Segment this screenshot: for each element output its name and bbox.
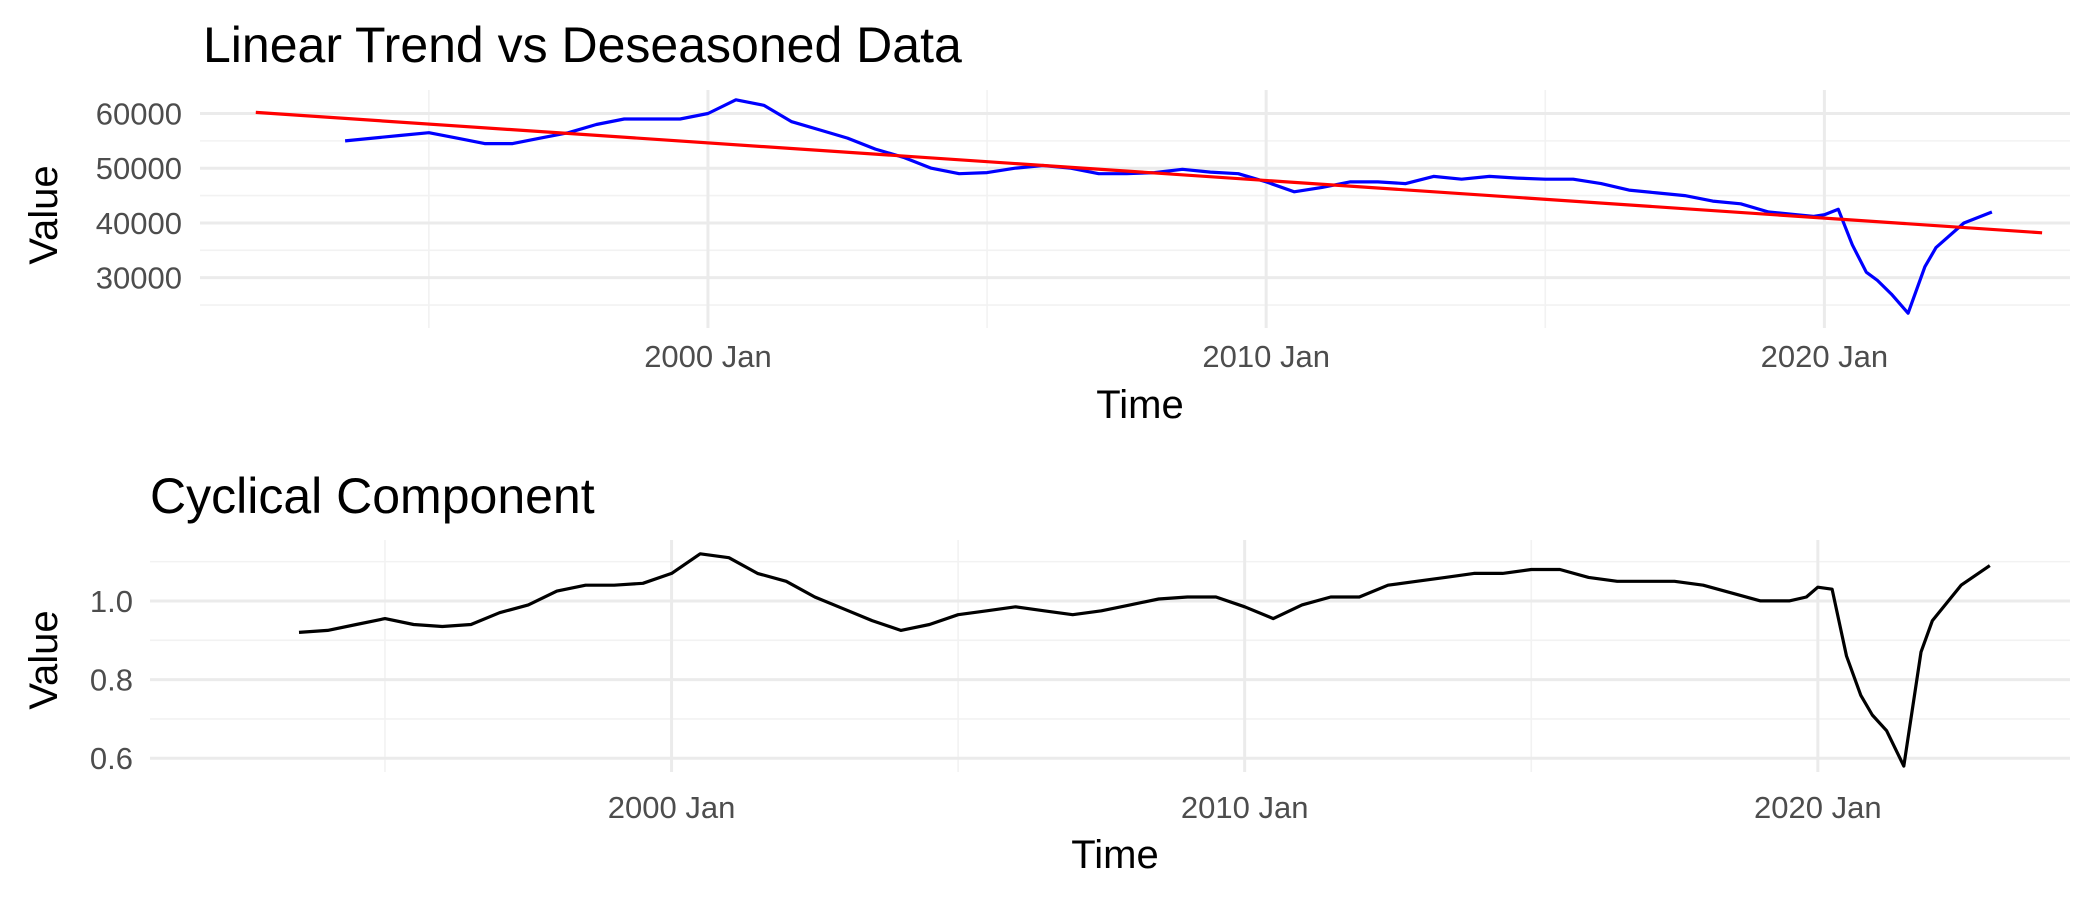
ticks-bottom: 2000 Jan 2010 Jan 2020 Jan 0.6 0.8 1.0	[90, 584, 1882, 825]
chart-title-bottom: Cyclical Component	[150, 468, 595, 524]
y-tick-label: 60000	[96, 97, 182, 132]
x-tick-label: 2000 Jan	[608, 790, 736, 825]
y-tick-label: 50000	[96, 151, 182, 186]
x-axis-label-bottom: Time	[1071, 833, 1158, 877]
y-tick-label: 1.0	[90, 584, 133, 619]
x-axis-label-top: Time	[1096, 383, 1183, 427]
y-axis-label-bottom: Value	[22, 610, 66, 709]
x-tick-label: 2020 Jan	[1761, 339, 1889, 374]
y-tick-label: 0.6	[90, 741, 133, 776]
series-line-1	[344, 98, 1993, 315]
grid-bottom	[150, 540, 2070, 772]
series-line-1	[298, 552, 1991, 768]
chart-linear-trend: 2000 Jan 2010 Jan 2020 Jan 30000 40000 50000 6…	[22, 17, 2070, 427]
x-tick-label: 2020 Jan	[1754, 790, 1882, 825]
x-tick-label: 2010 Jan	[1202, 339, 1330, 374]
x-tick-label: 2010 Jan	[1181, 790, 1309, 825]
y-axis-label-top: Value	[22, 165, 66, 264]
chart-cyclical-component: 2000 Jan 2010 Jan 2020 Jan 0.6 0.8 1.0 Cyclic…	[22, 468, 2070, 877]
series-bottom	[298, 552, 1991, 768]
series-line-2	[255, 110, 2043, 235]
grid-top	[200, 90, 2070, 328]
chart-title-top: Linear Trend vs Deseasoned Data	[203, 17, 962, 73]
ticks-top: 2000 Jan 2010 Jan 2020 Jan 30000 40000 50000 6…	[96, 97, 1888, 374]
series-top	[255, 98, 2043, 315]
x-tick-label: 2000 Jan	[644, 339, 772, 374]
y-tick-label: 0.8	[90, 663, 133, 698]
y-tick-label: 30000	[96, 261, 182, 296]
y-tick-label: 40000	[96, 206, 182, 241]
